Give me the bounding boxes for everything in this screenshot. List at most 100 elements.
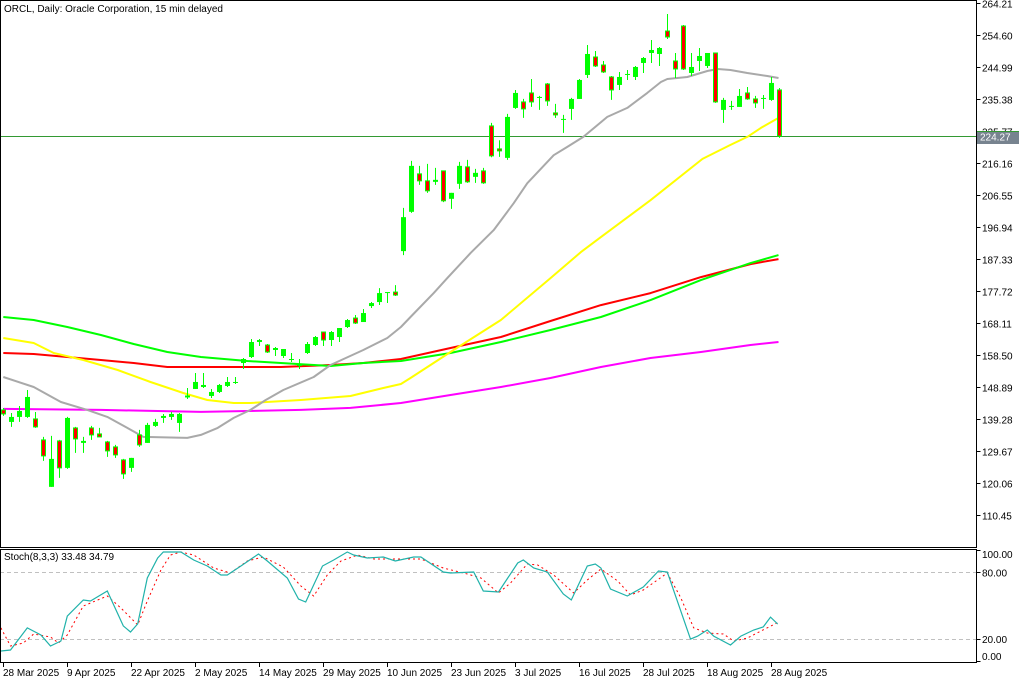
bearish-candle xyxy=(713,52,718,103)
bearish-candle xyxy=(465,159,470,183)
candle-body xyxy=(601,64,606,73)
candle-body xyxy=(457,165,462,184)
bearish-candle xyxy=(673,52,678,78)
price-tick-label: 254.60 xyxy=(982,32,1013,43)
candle-body xyxy=(553,112,558,116)
bullish-candle xyxy=(161,413,166,423)
candle-body xyxy=(353,317,358,324)
stochastic-tick-label: 20.00 xyxy=(982,635,1007,646)
candle-body xyxy=(145,424,150,443)
candle-body xyxy=(705,52,710,66)
bearish-candle xyxy=(265,344,270,354)
bullish-candle xyxy=(649,39,654,63)
bullish-candle xyxy=(697,47,702,71)
candle-body xyxy=(1,409,6,415)
candle-body xyxy=(401,217,406,252)
candle-body xyxy=(105,441,110,452)
candle-body xyxy=(257,340,262,343)
bearish-candle xyxy=(113,444,118,458)
bearish-candle xyxy=(521,98,526,118)
date-tick-label: 28 Jul 2025 xyxy=(643,668,695,679)
bearish-candle xyxy=(57,439,62,478)
candle-body xyxy=(249,342,254,357)
bearish-candle xyxy=(745,86,750,100)
bullish-candle xyxy=(641,56,646,73)
candle-body xyxy=(305,344,310,354)
candle-body xyxy=(337,328,342,338)
main-pane-background[interactable] xyxy=(0,0,977,548)
bearish-candle xyxy=(593,50,598,67)
bearish-candle xyxy=(425,163,430,193)
candle-body xyxy=(57,440,62,469)
candle-body xyxy=(345,320,350,328)
candle-body xyxy=(121,459,126,475)
bullish-candle xyxy=(761,94,766,109)
bullish-candle xyxy=(585,44,590,78)
candle-body xyxy=(361,313,366,323)
candle-body xyxy=(129,457,134,468)
candle-body xyxy=(209,391,214,396)
stochastic-tick-label: 80.00 xyxy=(982,568,1007,579)
bearish-candle xyxy=(417,165,422,185)
current-price-badge: 224.27 xyxy=(977,131,1019,144)
bullish-candle xyxy=(513,89,518,109)
bullish-candle xyxy=(505,113,510,160)
time-axis[interactable]: 28 Mar 2025 9 Apr 2025 22 Apr 2025 2 May 20… xyxy=(3,662,828,679)
ma-magenta-line xyxy=(3,341,779,413)
candle-body xyxy=(673,60,678,70)
bearish-candle xyxy=(185,387,190,399)
price-axis[interactable]: 264.21254.60244.99235.38225.77216.16206.… xyxy=(976,0,1020,548)
candle-body xyxy=(321,331,326,341)
bullish-candle xyxy=(273,347,278,356)
candle-body xyxy=(73,427,78,440)
bullish-candle xyxy=(249,339,254,358)
candle-body xyxy=(617,76,622,85)
stochastic-pane-background[interactable] xyxy=(0,549,977,663)
candle-body xyxy=(721,99,726,110)
bullish-candle xyxy=(17,405,22,422)
candle-body xyxy=(17,410,22,417)
candle-body xyxy=(649,49,654,53)
bullish-candle xyxy=(9,412,14,427)
bearish-candle xyxy=(753,95,758,108)
candle-body xyxy=(169,413,174,417)
candle-body xyxy=(497,148,502,152)
main-chart-pane[interactable]: ORCL, Daily: Oracle Corporation, 15 min … xyxy=(0,0,977,548)
candle-body xyxy=(609,76,614,91)
candle-body xyxy=(737,95,742,107)
price-tick-label: 206.55 xyxy=(982,192,1013,203)
bullish-candle xyxy=(81,436,86,453)
candle-body xyxy=(177,413,182,423)
bullish-candle xyxy=(561,114,566,133)
candle-body xyxy=(233,381,238,383)
candle-body xyxy=(713,52,718,103)
bullish-candle xyxy=(569,97,574,120)
bullish-candle xyxy=(329,331,334,347)
price-tick-label: 216.16 xyxy=(982,160,1013,171)
bullish-candle xyxy=(473,168,478,183)
ma-green-line xyxy=(3,254,779,367)
stochastic-plot-area xyxy=(1,551,976,652)
bullish-candle xyxy=(209,388,214,398)
candle-body xyxy=(681,25,686,70)
date-tick-label: 29 May 2025 xyxy=(323,668,381,679)
moving-average-layer xyxy=(2,68,779,439)
candle-body xyxy=(433,179,438,182)
candle-body xyxy=(697,55,702,61)
stochastic-label: Stoch(8,3,3) 33.48 34.79 xyxy=(4,552,115,563)
candle-body xyxy=(393,291,398,296)
stochastic-pane[interactable]: Stoch(8,3,3) 33.48 34.79 xyxy=(0,549,977,663)
bullish-candle xyxy=(689,52,694,76)
candle-body xyxy=(265,344,270,353)
bearish-candle xyxy=(1,407,6,416)
candle-body xyxy=(33,418,38,428)
bullish-candle xyxy=(297,358,302,369)
candle-body xyxy=(409,165,414,212)
stochastic-axis[interactable]: 100.00 80.00 20.00 0.00 xyxy=(976,549,1014,663)
stochastic-tick-label: 0.00 xyxy=(982,652,1002,663)
candle-body xyxy=(417,173,422,182)
bullish-candle xyxy=(737,88,742,107)
candlestick-layer xyxy=(1,14,782,487)
candle-body xyxy=(505,116,510,158)
